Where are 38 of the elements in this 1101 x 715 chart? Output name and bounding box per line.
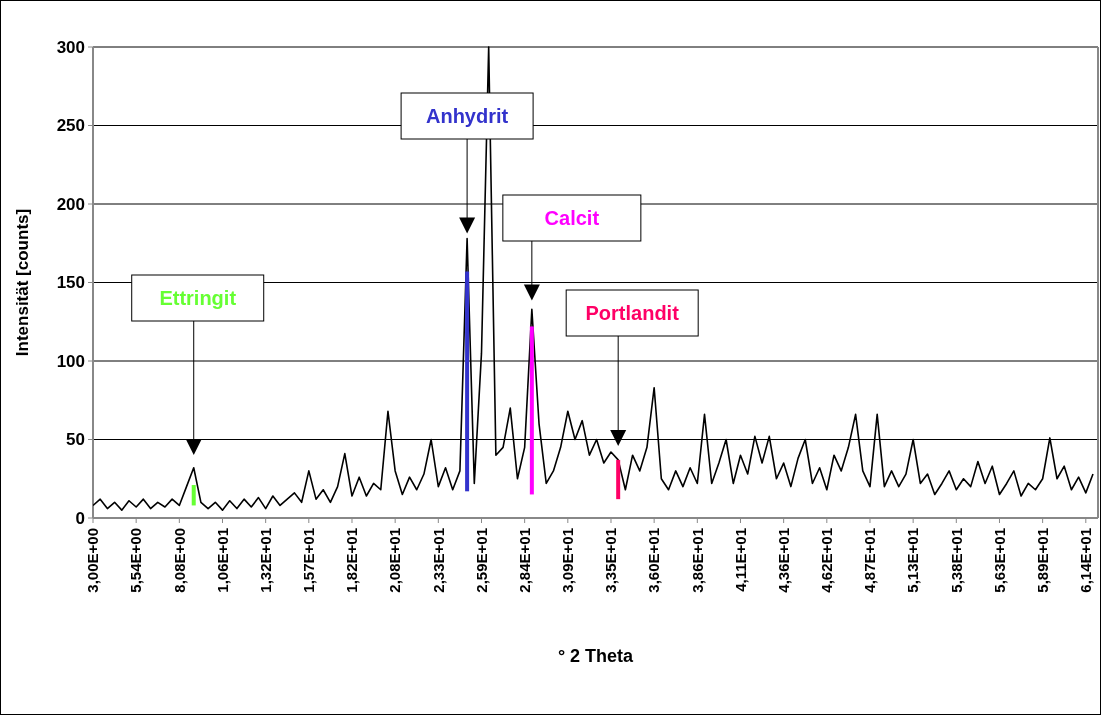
x-tick-label: 4,62E+01 bbox=[818, 528, 836, 593]
x-axis-title: ° 2 Theta bbox=[557, 646, 635, 666]
x-tick-label: 4,11E+01 bbox=[731, 528, 749, 592]
x-tick-label: 3,09E+01 bbox=[559, 528, 577, 593]
y-tick-label: 250 bbox=[56, 116, 85, 136]
text: Anhydrit bbox=[425, 105, 509, 127]
x-tick-label: 5,13E+01 bbox=[904, 528, 922, 593]
line-series bbox=[93, 46, 1094, 511]
x-tick-label: 5,54E+00 bbox=[127, 528, 145, 593]
x-tick-label: 3,86E+01 bbox=[688, 528, 706, 593]
y-tick-label: 300 bbox=[56, 37, 85, 57]
y-tick-label: 100 bbox=[56, 351, 85, 371]
x-tick-label: 5,38E+01 bbox=[947, 528, 965, 593]
x-tick-label: 1,06E+01 bbox=[213, 528, 231, 593]
x-tick-label: 2,33E+01 bbox=[429, 528, 447, 593]
x-tick-label: 2,59E+01 bbox=[472, 528, 490, 593]
x-tick-label: 2,08E+01 bbox=[386, 528, 404, 593]
x-tick-label: 1,82E+01 bbox=[343, 528, 361, 593]
x-tick-label: 5,63E+01 bbox=[990, 528, 1008, 593]
x-tick-label: 4,36E+01 bbox=[774, 528, 792, 593]
x-tick-label: 8,08E+00 bbox=[170, 528, 188, 593]
y-tick-label: 50 bbox=[66, 430, 85, 450]
text: Ettringit bbox=[159, 287, 237, 309]
text: Portlandit bbox=[585, 302, 680, 324]
x-tick-label: 3,00E+00 bbox=[84, 528, 102, 593]
x-tick-label: 5,89E+01 bbox=[1033, 528, 1051, 593]
x-tick-label: 6,14E+01 bbox=[1077, 528, 1095, 593]
x-tick-label: 4,87E+01 bbox=[861, 528, 879, 593]
x-tick-label: 2,84E+01 bbox=[515, 528, 533, 593]
y-tick-label: 150 bbox=[56, 273, 85, 293]
text: Calcit bbox=[544, 207, 600, 229]
y-tick-label: 200 bbox=[56, 194, 85, 214]
y-axis-title: Intensität [counts] bbox=[13, 208, 32, 357]
x-tick-label: 1,32E+01 bbox=[256, 528, 274, 593]
y-tick-label: 0 bbox=[75, 508, 85, 528]
x-tick-label: 1,57E+01 bbox=[300, 528, 318, 593]
x-tick-label: 3,60E+01 bbox=[645, 528, 663, 593]
x-tick-label: 3,35E+01 bbox=[602, 528, 620, 593]
